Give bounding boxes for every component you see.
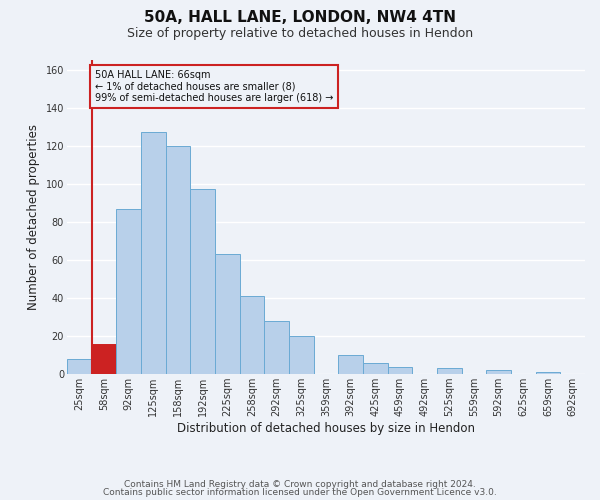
Bar [338, 355, 363, 374]
Bar [264, 321, 289, 374]
Text: Contains HM Land Registry data © Crown copyright and database right 2024.: Contains HM Land Registry data © Crown c… [124, 480, 476, 489]
Text: 50A HALL LANE: 66sqm
← 1% of detached houses are smaller (8)
99% of semi-detache: 50A HALL LANE: 66sqm ← 1% of detached ho… [95, 70, 334, 102]
Bar [116, 208, 141, 374]
Bar [363, 362, 388, 374]
Text: 50A, HALL LANE, LONDON, NW4 4TN: 50A, HALL LANE, LONDON, NW4 4TN [144, 10, 456, 25]
Bar [166, 146, 190, 374]
Text: Size of property relative to detached houses in Hendon: Size of property relative to detached ho… [127, 28, 473, 40]
Bar [437, 368, 461, 374]
Text: Contains public sector information licensed under the Open Government Licence v3: Contains public sector information licen… [103, 488, 497, 497]
Y-axis label: Number of detached properties: Number of detached properties [27, 124, 40, 310]
Bar [141, 132, 166, 374]
Bar [289, 336, 314, 374]
Bar [487, 370, 511, 374]
Bar [388, 366, 412, 374]
Bar [215, 254, 239, 374]
X-axis label: Distribution of detached houses by size in Hendon: Distribution of detached houses by size … [177, 422, 475, 435]
Bar [92, 344, 116, 374]
Bar [536, 372, 560, 374]
Bar [239, 296, 264, 374]
Bar [67, 359, 92, 374]
Bar [190, 190, 215, 374]
